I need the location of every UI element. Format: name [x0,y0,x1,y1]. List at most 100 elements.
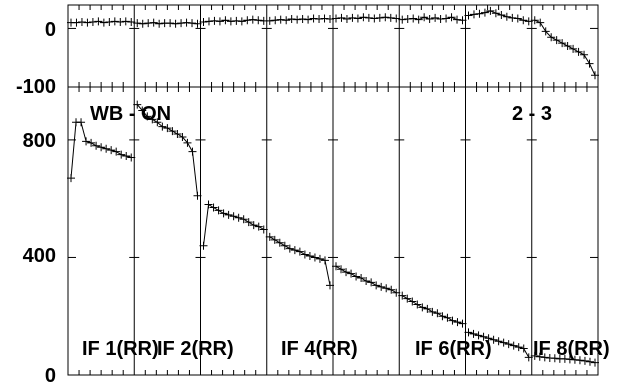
bottom-if5-point [347,269,356,278]
top-if1-point [121,17,130,26]
bottom-if7-point [509,341,518,350]
bottom-if5-point [342,268,351,277]
bottom-if3-point [214,206,223,215]
bottom-if2-point [168,127,177,136]
bottom-if6-point [423,304,432,313]
top-if8-point [558,39,567,48]
top-if4-point [304,15,313,24]
top-if3-point [199,17,208,26]
bottom-if1-point [87,138,96,147]
top-if5-point [359,13,368,22]
bottom-if2-point [193,191,202,200]
bottom-if7-point [474,331,483,340]
top-if1-point [88,17,97,26]
bottom-if1-point [97,143,106,152]
bottom-if7-point [494,337,503,346]
bottom-if2-point [163,124,172,133]
top-if6-point [436,15,445,24]
bottom-if2-point [153,118,162,127]
bottom-if4-point [315,254,324,263]
top-if7-point [486,6,495,15]
top-if5-point [375,13,384,22]
top-if3-point [204,17,213,26]
top-if6-point [425,15,434,24]
bottom-if4-point [265,232,274,241]
top-if2-point [155,19,164,28]
top-if3-point [254,16,263,25]
top-if8-point [563,42,572,50]
bottom-if4-point [295,247,304,256]
top-if4-point [276,15,285,24]
bottom-if7-point [489,335,498,344]
top-if7-point [513,14,522,23]
bottom-if4-point [285,244,294,253]
top-if6-point [420,13,429,22]
if-label-1: IF 1(RR) [82,338,159,360]
bottom-if5-point [337,265,346,274]
top-if6-point [431,13,440,22]
bottom-if7-point [479,332,488,341]
bottom-if1-point [82,137,91,146]
top-if8-point [552,36,561,45]
top-if2-point [138,19,147,28]
top-y-tick-label-minus-100: -100 [16,76,56,98]
bottom-if3-point [224,210,233,219]
top-if8-point [574,47,583,56]
bottom-if6-point [428,307,437,316]
top-if4-point [315,15,324,24]
bottom-if2-point [148,115,157,124]
top-if3-point [215,17,224,26]
bottom-if5-point [392,288,401,297]
bottom-if5-point [387,285,396,294]
bottom-if2-point [133,100,142,109]
top-if1-point [110,17,119,26]
bottom-if4-line [269,236,331,286]
top-panel: 0 -100 [16,4,599,98]
bottom-if2-point [173,130,182,139]
top-panel-frame [67,4,599,88]
bottom-if6-point [443,313,452,322]
top-if4-point [287,15,296,24]
top-if5-point [337,13,346,22]
top-if7-point [502,12,511,21]
top-if7-point [480,8,489,17]
bottom-if2-point [188,147,197,156]
bottom-if7-point [524,353,533,362]
bottom-if8-point [535,352,544,361]
bottom-if5-point [332,262,340,271]
bottom-y-tick-label-400: 400 [23,245,56,267]
if-label-8: IF 8(RR) [533,338,610,360]
top-if5-point [370,14,379,23]
bottom-if5-point [367,278,376,287]
bottom-if6-point [403,294,412,303]
bottom-if6-point [433,309,442,318]
bottom-if6-point [398,291,407,300]
top-if7-point [469,10,478,19]
bottom-if7-point [469,329,478,338]
bottom-if8-point [540,353,549,362]
bottom-if6-point [458,319,467,328]
bottom-if5-point [357,274,366,283]
top-if2-point [177,19,186,28]
top-if7-point [497,10,506,19]
bottom-if1-point [67,174,75,183]
bottom-if8-point [585,357,594,366]
top-if3-point [237,17,246,26]
bottom-if1-point [127,153,136,162]
if-label-2: IF 2(RR) [157,338,234,360]
top-if2-point [188,19,197,28]
top-if8-point [530,16,539,25]
top-if5-point [342,15,351,24]
bottom-if7-point [504,340,513,349]
bottom-if5-point [382,284,391,293]
bottom-if8-point [575,356,584,365]
bottom-if6-point [438,312,447,321]
bottom-if1-point [77,118,86,127]
top-if4-point [282,16,291,25]
top-if7-point [524,17,533,26]
top-panel-points [67,6,599,80]
top-if5-point [392,14,401,23]
top-if1-point [77,17,86,26]
bottom-if1-point [102,144,111,153]
top-if1-point [94,17,103,26]
